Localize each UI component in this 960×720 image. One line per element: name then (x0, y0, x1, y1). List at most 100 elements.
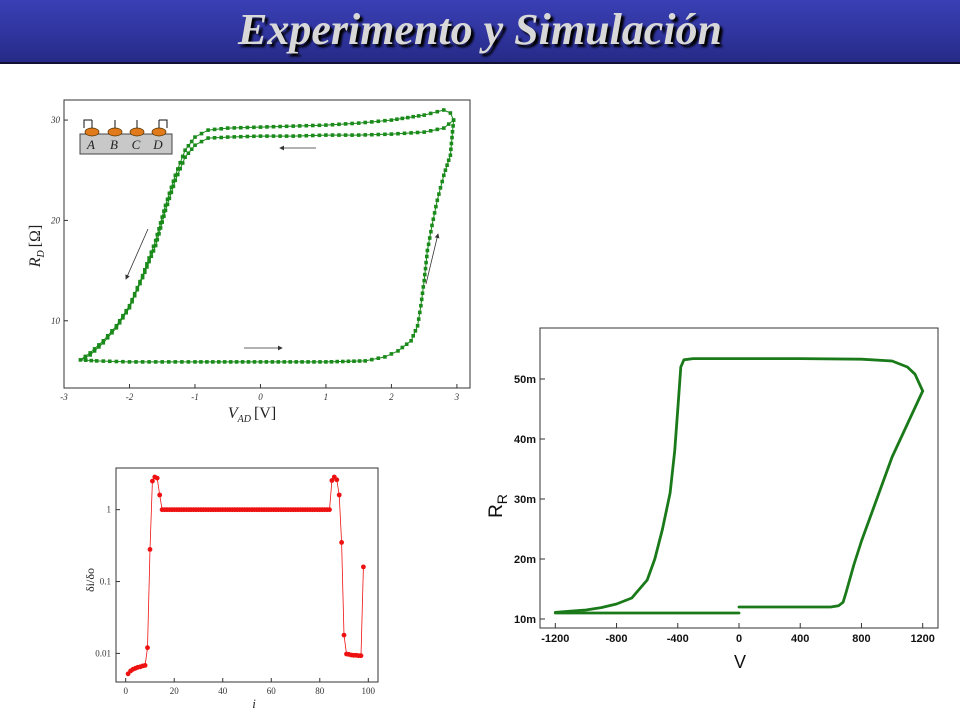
experiment-point (219, 127, 223, 131)
delta-point (142, 663, 148, 668)
direction-arrow (425, 233, 440, 285)
experiment-ytick-label: 30 (50, 115, 61, 125)
experiment-point (265, 134, 269, 138)
experiment-point (363, 359, 367, 363)
simulation-series (553, 357, 925, 615)
experiment-point (225, 135, 230, 139)
delta-point (157, 492, 163, 498)
experiment-point (149, 250, 154, 254)
delta-ylabel: δi/δo (83, 568, 97, 592)
experiment-point (232, 126, 237, 130)
experiment-point (423, 266, 428, 271)
simulation-ytick-label: 50m (514, 374, 536, 386)
experiment-point (343, 122, 348, 126)
experiment-point (291, 134, 295, 138)
simulation-xtick-label: 800 (852, 633, 870, 645)
experiment-point (376, 119, 381, 124)
experiment-point (158, 226, 163, 230)
experiment-point (206, 136, 210, 140)
experiment-point (101, 341, 106, 345)
delta-ratio-chart: 0 20 40 60 80 100 0.01 0.1 1 i δi/δo (83, 467, 379, 711)
experiment-point (419, 297, 424, 302)
experiment-point (171, 184, 176, 189)
experiment-point (383, 132, 387, 137)
delta-series-line (127, 476, 364, 675)
experiment-point (234, 360, 239, 364)
experiment-point (304, 133, 309, 138)
experiment-point (114, 324, 119, 328)
experiment-point (252, 134, 256, 139)
experiment-point (140, 360, 145, 364)
delta-point (336, 492, 342, 498)
experiment-point (416, 114, 421, 118)
experiment-point (370, 132, 374, 137)
experiment-point (324, 123, 328, 127)
experiment-point (83, 355, 88, 360)
experiment-point (147, 256, 151, 260)
experiment-point (121, 316, 125, 320)
delta-xtick-label: 0 (123, 686, 128, 696)
delta-ytick-label: 1 (107, 505, 112, 515)
experiment-point (246, 360, 251, 364)
experiment-point (84, 358, 88, 362)
experiment-point (284, 134, 289, 138)
experiment-point (306, 360, 310, 364)
experiment-point (350, 133, 354, 137)
experiment-point (205, 360, 209, 364)
experiment-series (78, 108, 456, 364)
simulation-ytick-label: 10m (514, 614, 536, 626)
experiment-point (167, 360, 171, 364)
experiment-point (427, 236, 432, 240)
experiment-point (363, 133, 367, 137)
experiment-point (167, 191, 172, 196)
experiment-point (183, 155, 187, 159)
experiment-point (189, 139, 194, 144)
experiment-point (271, 124, 276, 129)
experiment-point (199, 360, 203, 364)
experiment-point (105, 334, 110, 338)
experiment-point (431, 217, 436, 221)
experiment-point (356, 121, 361, 125)
experiment-point (180, 154, 185, 159)
experiment-point (199, 131, 204, 136)
experiment-xtick-label: -2 (126, 392, 134, 402)
experiment-point (428, 111, 433, 116)
experiment-xtick-label: 0 (258, 392, 263, 402)
experiment-point (121, 359, 125, 364)
simulation-plot-frame (539, 327, 939, 629)
experiment-point (157, 232, 161, 236)
simulation-xtick-label: 1200 (910, 633, 934, 645)
experiment-point (437, 192, 441, 196)
experiment-point (370, 120, 374, 124)
experiment-point (228, 360, 233, 364)
experiment-point (278, 134, 282, 138)
experiment-point (132, 293, 137, 298)
experiment-point (245, 134, 250, 139)
experiment-point (162, 214, 166, 218)
experiment-point (383, 355, 387, 359)
experiment-point (423, 272, 427, 277)
simulation-ytick-label: 20m (514, 554, 536, 566)
experiment-point (284, 124, 289, 129)
experiment-point (124, 310, 128, 315)
experiment-point (400, 345, 405, 350)
delta-xtick-label: 60 (267, 686, 277, 696)
experiment-point (278, 124, 282, 129)
experiment-point (186, 360, 191, 364)
experiment-point (245, 125, 250, 130)
experiment-point (199, 139, 204, 144)
experiment-point (450, 135, 454, 140)
experiment-point (376, 356, 381, 360)
experiment-series-line (80, 119, 454, 361)
experiment-point (337, 133, 341, 137)
experiment-point (222, 360, 227, 364)
experiment-point (422, 278, 426, 283)
experiment-point (186, 151, 191, 155)
experiment-point (211, 360, 215, 364)
experiment-point (193, 135, 197, 139)
experiment-point (352, 359, 356, 363)
experiment-point (140, 275, 145, 280)
experiment-point (451, 118, 456, 122)
experiment-point (396, 349, 400, 353)
experiment-point (442, 126, 446, 130)
